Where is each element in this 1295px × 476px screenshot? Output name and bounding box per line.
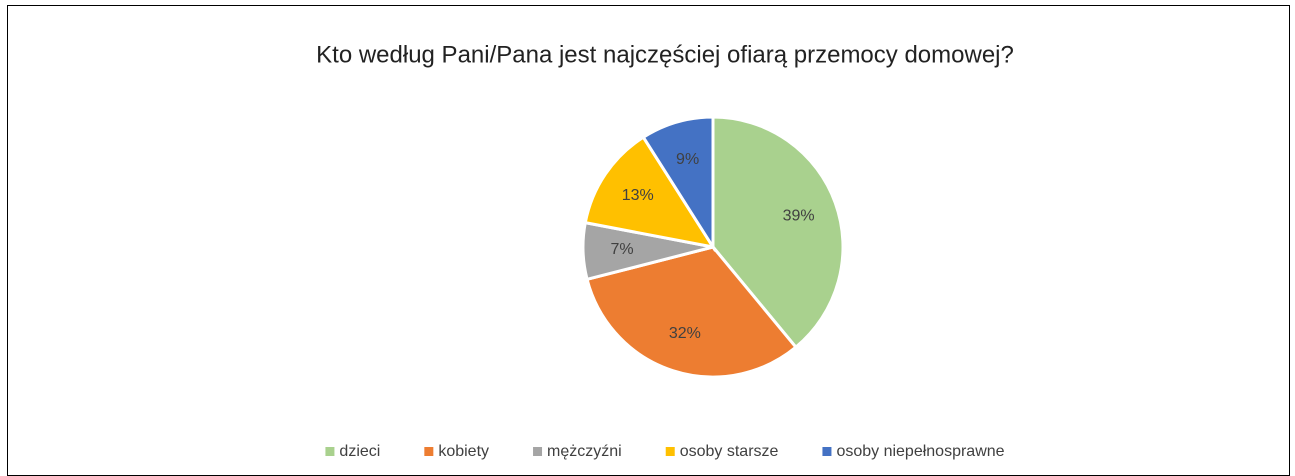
- data-label: 32%: [669, 325, 701, 342]
- legend-marker: [424, 447, 434, 456]
- legend-label: mężczyźni: [547, 443, 622, 460]
- chart-title: Kto według Pani/Pana jest najczęściej of…: [316, 41, 1014, 68]
- data-label: 7%: [610, 241, 633, 258]
- data-label: 13%: [622, 187, 654, 204]
- data-label: 9%: [676, 151, 699, 168]
- legend-marker: [822, 447, 832, 456]
- pie-slice: [711, 115, 845, 350]
- pie-slice: [585, 245, 798, 379]
- data-label: 39%: [783, 207, 815, 224]
- legend-marker: [665, 447, 675, 456]
- legend-marker: [325, 447, 335, 456]
- pie-slice: [583, 135, 717, 250]
- legend-label: kobiety: [438, 443, 489, 460]
- legend-label: dzieci: [339, 443, 380, 460]
- legend-label: osoby starsze: [680, 443, 779, 460]
- pie-slice: [641, 115, 715, 253]
- legend-label: osoby niepełnosprawne: [836, 443, 1004, 460]
- legend-marker: [533, 447, 543, 456]
